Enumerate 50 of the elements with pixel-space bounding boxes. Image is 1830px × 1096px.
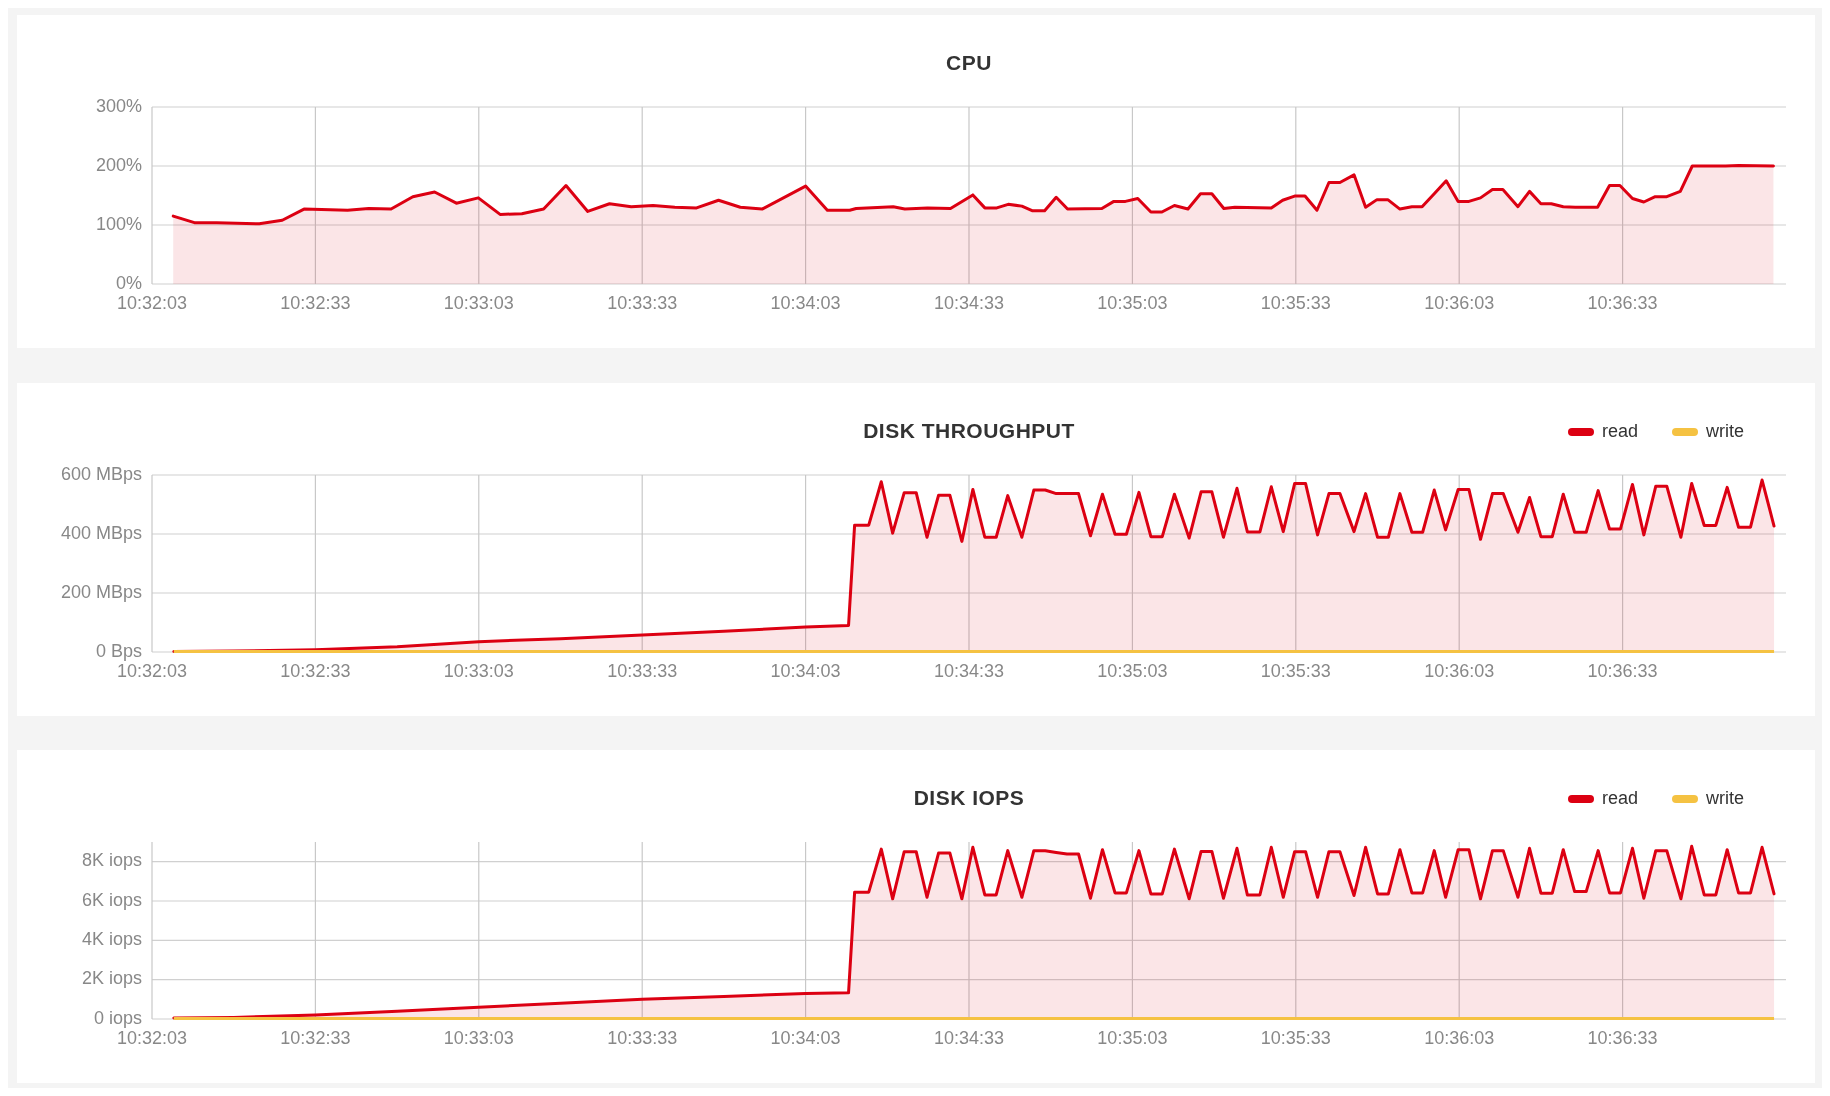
x-tick-label: 10:34:03: [770, 1027, 841, 1048]
chart-title: DISK THROUGHPUT: [863, 418, 1075, 442]
x-tick-label: 10:35:03: [1097, 292, 1168, 313]
x-tick-label: 10:33:33: [607, 660, 678, 681]
y-tick-label: 0 iops: [93, 1007, 142, 1028]
x-tick-label: 10:34:33: [933, 660, 1005, 681]
x-tick-label: 10:35:33: [1260, 292, 1331, 313]
x-tick-label: 10:32:33: [280, 1027, 351, 1048]
x-tick-label: 10:34:03: [770, 292, 841, 313]
x-tick-label: 10:36:03: [1424, 660, 1495, 681]
y-tick-label: 0 Bps: [95, 640, 142, 661]
y-tick-label: 0%: [115, 272, 142, 293]
x-tick-label: 10:36:33: [1587, 292, 1658, 313]
legend-label: write: [1705, 420, 1745, 441]
x-tick-label: 10:36:33: [1587, 660, 1658, 681]
x-tick-label: 10:33:33: [607, 1027, 678, 1048]
y-tick-label: 4K iops: [81, 929, 142, 950]
x-tick-label: 10:35:03: [1097, 660, 1168, 681]
x-tick-label: 10:33:03: [443, 292, 514, 313]
x-tick-label: 10:32:03: [116, 292, 188, 313]
y-tick-label: 6K iops: [81, 889, 142, 910]
x-tick-label: 10:32:33: [280, 660, 351, 681]
chart-title: DISK IOPS: [913, 785, 1025, 809]
x-tick-label: 10:33:03: [443, 1027, 514, 1048]
y-tick-label: 200%: [95, 154, 142, 175]
x-tick-label: 10:36:03: [1424, 292, 1495, 313]
legend-label: write: [1705, 787, 1745, 808]
x-tick-label: 10:32:33: [280, 292, 351, 313]
x-tick-label: 10:34:03: [770, 660, 841, 681]
y-tick-label: 200 MBps: [60, 581, 142, 602]
x-tick-label: 10:35:33: [1260, 660, 1331, 681]
x-tick-label: 10:36:03: [1424, 1027, 1495, 1048]
legend-label: read: [1602, 787, 1639, 808]
x-tick-label: 10:33:03: [443, 660, 514, 681]
x-tick-label: 10:33:33: [607, 292, 678, 313]
y-tick-label: 300%: [95, 95, 142, 116]
x-tick-label: 10:35:33: [1260, 1027, 1331, 1048]
y-tick-label: 2K iops: [81, 968, 142, 989]
legend-label: read: [1602, 420, 1639, 441]
y-tick-label: 8K iops: [81, 850, 142, 871]
x-tick-label: 10:32:03: [116, 1027, 188, 1048]
x-tick-label: 10:36:33: [1587, 1027, 1658, 1048]
x-tick-label: 10:32:03: [116, 660, 188, 681]
chart-title: CPU: [946, 50, 992, 74]
y-tick-label: 600 MBps: [60, 463, 142, 484]
x-tick-label: 10:35:03: [1097, 1027, 1168, 1048]
x-tick-label: 10:34:33: [933, 1027, 1005, 1048]
x-tick-label: 10:34:33: [933, 292, 1005, 313]
y-tick-label: 100%: [95, 213, 142, 234]
y-tick-label: 400 MBps: [60, 522, 142, 543]
